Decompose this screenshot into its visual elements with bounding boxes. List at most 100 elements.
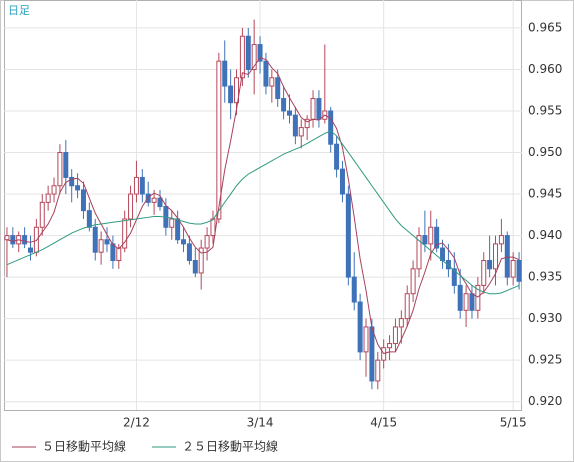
candle-body (469, 293, 475, 311)
candle-body (363, 326, 369, 353)
y-tick-label: 0.940 (528, 228, 562, 242)
candle-body (487, 259, 493, 270)
candle-body (387, 343, 393, 349)
y-tick-label: 0.925 (528, 353, 562, 367)
candle-body (122, 218, 128, 249)
candle-body (39, 201, 45, 228)
candle-body (51, 185, 57, 195)
candle-body (304, 118, 310, 129)
candle-body (63, 152, 69, 178)
candle-body (104, 239, 110, 245)
y-tick-label: 0.930 (528, 311, 562, 325)
x-tick-label: 3/14 (247, 416, 274, 430)
candle-body (10, 235, 16, 245)
candle-body (263, 60, 269, 87)
y-tick-label: 0.920 (528, 394, 562, 408)
candle-body (516, 259, 522, 282)
candle-body (410, 268, 416, 295)
candle-body (440, 247, 446, 261)
candle-body (286, 110, 292, 116)
candle-body (86, 210, 92, 228)
candle-body (351, 276, 357, 303)
x-tick-label: 4/15 (370, 416, 397, 430)
candle-body (57, 152, 63, 187)
candle-body (416, 235, 422, 270)
candle-body (110, 243, 116, 261)
candle-body (175, 218, 181, 241)
candle-body (133, 176, 139, 195)
y-tick-label: 0.955 (528, 103, 562, 117)
y-tick-label: 0.945 (528, 187, 562, 201)
candle-body (75, 185, 81, 191)
candle-body (257, 44, 263, 62)
candle-body (198, 247, 204, 274)
candle-body (98, 239, 104, 253)
y-tick-label: 0.950 (528, 145, 562, 159)
candle-body (157, 197, 163, 208)
candle-body (328, 110, 334, 145)
candle-body (345, 193, 351, 278)
candle-body (281, 98, 287, 112)
candle-body (251, 44, 257, 70)
candle-body (369, 326, 375, 382)
legend-label: ２５日移動平均線 (182, 439, 278, 454)
candle-body (192, 259, 198, 274)
candle-body (375, 359, 381, 382)
candle-body (228, 85, 234, 104)
chart-title: 日足 (8, 4, 30, 17)
candle-body (428, 226, 434, 245)
candle-body (181, 239, 187, 245)
candle-body (169, 218, 175, 228)
candle-body (234, 77, 240, 104)
candle-body (493, 243, 499, 270)
candle-body (139, 176, 145, 195)
candle-body (116, 247, 122, 261)
candle-body (275, 77, 281, 100)
candle-body (457, 284, 463, 311)
y-tick-label: 0.935 (528, 270, 562, 284)
candle-body (210, 218, 216, 237)
x-tick-label: 2/12 (123, 416, 150, 430)
ma-line (6, 130, 520, 295)
candle-body (339, 168, 345, 195)
candle-body (475, 284, 481, 311)
candle-body (398, 318, 404, 328)
candle-body (434, 226, 440, 249)
candle-body (422, 235, 428, 245)
candle-body (498, 235, 504, 245)
candle-body (80, 189, 86, 212)
y-tick-label: 0.965 (528, 20, 562, 34)
candle-body (45, 193, 51, 203)
candle-body (245, 35, 251, 70)
candle-body (504, 235, 510, 278)
ma-line (6, 57, 520, 355)
candle-body (292, 114, 298, 137)
candle-body (204, 235, 210, 249)
candle-body (186, 243, 192, 261)
x-tick-label: 5/15 (500, 416, 527, 430)
candle-body (151, 197, 157, 203)
candle-body (22, 235, 28, 245)
candle-body (451, 268, 457, 286)
candle-body (404, 293, 410, 320)
candle-body (27, 247, 33, 253)
candle-body (128, 193, 134, 220)
candle-body (463, 293, 469, 311)
legend-label: ５日移動平均線 (42, 439, 126, 454)
candle-body (239, 35, 245, 79)
candle-body (298, 127, 304, 137)
candle-body (216, 60, 222, 220)
plot-frame (4, 0, 522, 411)
candle-body (310, 98, 316, 120)
candle-body (392, 326, 398, 345)
candle-body (334, 143, 340, 170)
candle-body (4, 235, 10, 241)
candle-body (92, 226, 98, 253)
candle-body (357, 301, 363, 353)
candle-body (316, 98, 322, 120)
candle-body (481, 259, 487, 286)
candle-body (69, 176, 75, 187)
y-tick-label: 0.960 (528, 62, 562, 76)
candle-body (510, 259, 516, 278)
